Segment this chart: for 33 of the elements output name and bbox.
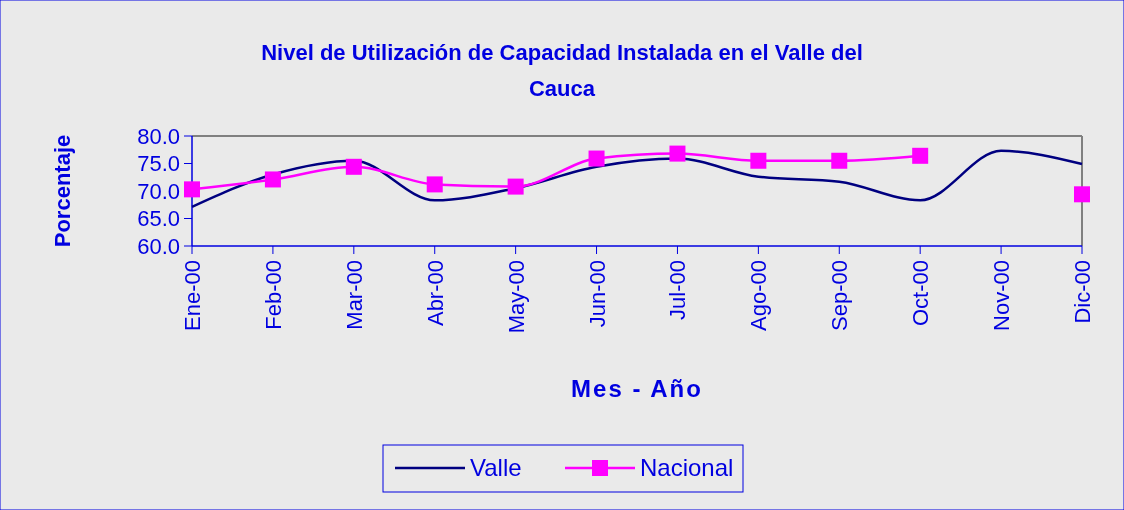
y-tick-label: 70.0 [137, 178, 180, 204]
point [669, 145, 686, 162]
point [184, 181, 200, 198]
x-tick-label: Oct-00 [908, 260, 934, 327]
legend-label: Valle [470, 454, 522, 481]
y-tick-label: 60.0 [137, 233, 180, 259]
y-axis-title: Porcentaje [50, 134, 75, 248]
x-tick-label: Jul-00 [665, 260, 691, 320]
x-tick-label: Ene-00 [180, 260, 205, 331]
x-tick-label: May-00 [503, 260, 529, 334]
point [588, 150, 605, 167]
x-tick-label: Abr-00 [422, 260, 448, 327]
y-tick-label: 75.0 [137, 151, 180, 177]
point [912, 147, 929, 164]
point [345, 158, 362, 175]
x-tick-label: Sep-00 [827, 260, 853, 331]
point [1074, 186, 1090, 203]
x-tick-label: Jun-00 [584, 260, 610, 328]
x-tick-label: Nov-00 [989, 260, 1015, 331]
chart-title: Nivel de Utilización de Capacidad Instalada en el Valle del Cauca [261, 40, 863, 101]
legend-label: Nacional [640, 454, 734, 481]
x-tick-label: Ago-00 [746, 260, 772, 331]
y-tick-label: 65.0 [137, 206, 180, 232]
point [264, 171, 281, 188]
point [507, 178, 524, 195]
y-tick-label: 80.0 [137, 123, 180, 149]
x-tick-label: Mar-00 [341, 260, 367, 330]
x-tick-label: Feb-00 [260, 260, 286, 330]
point [750, 152, 767, 169]
point [426, 176, 443, 193]
x-tick-label: Dic-00 [1070, 260, 1095, 324]
point [831, 152, 848, 169]
x-axis-title: Mes - Año [571, 375, 703, 402]
